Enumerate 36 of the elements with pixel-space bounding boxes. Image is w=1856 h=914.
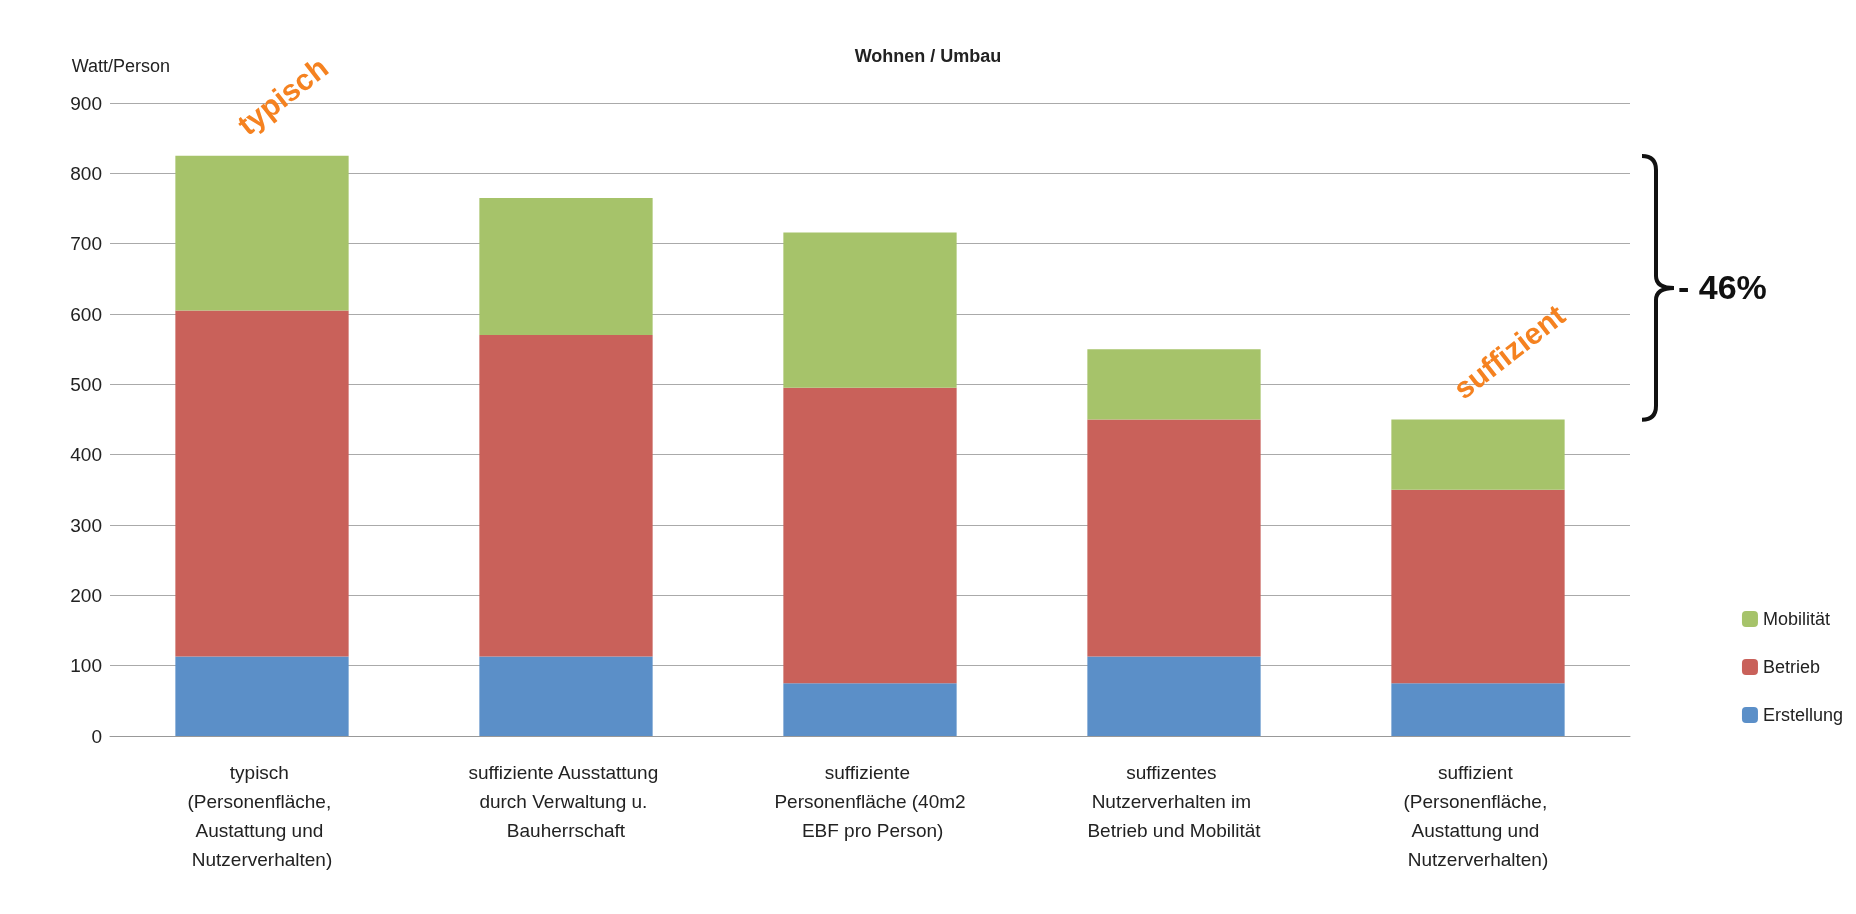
bar — [783, 387, 957, 684]
bar — [175, 155, 349, 311]
x-tick-label: suffizentes Nutzerverhalten im Betrieb und Mobilität — [1087, 762, 1262, 841]
bar — [479, 197, 653, 336]
bar — [783, 683, 957, 736]
y-tick-label: 500 — [70, 373, 102, 395]
y-tick-label: 200 — [70, 584, 102, 606]
bar — [479, 335, 653, 657]
bar — [1391, 489, 1565, 684]
bar — [175, 310, 349, 657]
bar — [1087, 349, 1261, 420]
y-tick-label: 600 — [70, 303, 102, 325]
bar — [1391, 683, 1565, 736]
y-axis-title: Watt/Person — [71, 56, 170, 76]
legend-label: Erstellung — [1762, 705, 1843, 725]
y-tick-label: 700 — [70, 233, 102, 255]
bar — [1087, 656, 1261, 736]
legend-label: Betrieb — [1762, 657, 1820, 677]
x-tick-label: suffiziente Ausstattung durch Verwaltung u. Bauherrschaft — [468, 762, 664, 841]
y-tick-label: 800 — [70, 162, 102, 184]
bar — [783, 232, 957, 388]
bar — [1391, 419, 1565, 490]
bar — [175, 656, 349, 736]
y-tick-label: 300 — [70, 514, 102, 536]
bar — [479, 656, 653, 736]
text: - 46% — [1678, 267, 1767, 307]
y-tick-label: 0 — [91, 725, 102, 747]
y-tick-label: 900 — [70, 92, 102, 114]
y-tick-label: 100 — [70, 655, 102, 677]
legend-label: Mobilität — [1762, 609, 1830, 629]
bar — [1087, 419, 1261, 657]
x-tick-label: suffiziente Personenfläche (40m2 EBF pro Person) — [774, 762, 966, 841]
y-tick-label: 400 — [70, 444, 102, 466]
x-tick-label: typisch (Personenfläche, Austattung und Nutzerverhalten) — [187, 762, 337, 870]
x-tick-label: suffizient (Personenfläche, Austattung und Nutzerverhalten) — [1403, 762, 1553, 870]
chart-title: Wohnen / Umbau — [854, 46, 1002, 66]
